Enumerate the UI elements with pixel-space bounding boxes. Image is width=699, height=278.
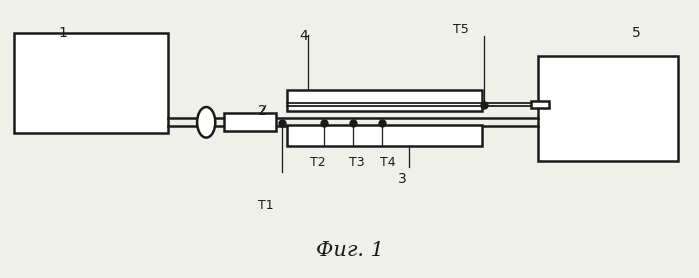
Bar <box>531 101 549 108</box>
Text: Фиг. 1: Фиг. 1 <box>315 241 384 260</box>
Bar <box>538 56 678 161</box>
Bar <box>287 125 482 146</box>
Text: 1: 1 <box>59 26 67 40</box>
Bar <box>14 33 168 133</box>
Text: 3: 3 <box>398 172 406 186</box>
Bar <box>224 113 276 131</box>
Text: T5: T5 <box>454 23 469 36</box>
Bar <box>287 90 482 111</box>
Text: T4: T4 <box>380 156 396 169</box>
Text: T3: T3 <box>349 156 364 169</box>
Text: 5: 5 <box>632 26 640 40</box>
Ellipse shape <box>197 107 215 138</box>
Text: 2: 2 <box>258 104 266 118</box>
Text: T1: T1 <box>258 199 273 212</box>
Text: T2: T2 <box>310 156 326 169</box>
Text: 4: 4 <box>300 29 308 43</box>
